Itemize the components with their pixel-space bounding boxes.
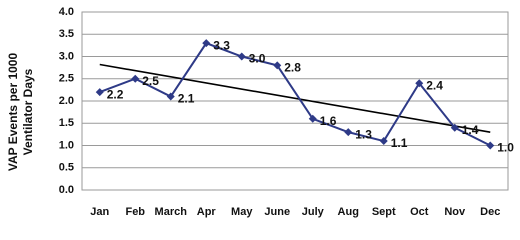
data-label: 1.3 [355, 127, 372, 141]
data-label: 1.4 [462, 123, 479, 137]
data-label: 1.1 [391, 136, 408, 150]
x-tick-label: Feb [125, 206, 145, 218]
data-label: 2.4 [426, 78, 443, 92]
plot-border [81, 11, 509, 191]
y-axis-label: Ventilator Days [21, 68, 35, 155]
point-marker [344, 128, 353, 137]
data-label: 3.3 [213, 38, 230, 52]
data-label: 2.2 [107, 87, 124, 101]
point-marker [486, 141, 495, 150]
x-tick-label: Oct [410, 206, 429, 218]
chart: VAP Events per 1000 Ventilator Days 0.0 0… [6, 6, 514, 218]
x-tick-label: Apr [197, 206, 217, 218]
point-marker [202, 39, 211, 48]
x-tick-label: June [264, 206, 290, 218]
x-tick-label: Dec [480, 206, 500, 218]
x-tick-label: March [155, 206, 188, 218]
data-label: 1.6 [320, 114, 337, 128]
x-tick-label: Jan [90, 206, 109, 218]
x-tick-label: Nov [444, 206, 466, 218]
y-axis-label: VAP Events per 1000 [6, 53, 20, 172]
data-label: 1.0 [497, 141, 514, 155]
y-tick-label: 3.5 [59, 28, 74, 40]
data-label: 3.0 [249, 52, 266, 66]
x-tick-label: July [302, 206, 325, 218]
point-marker [450, 123, 459, 132]
y-tick-label: 2.5 [59, 73, 74, 85]
y-tick-label: 3.0 [59, 50, 74, 62]
x-tick-label: May [231, 206, 253, 218]
y-tick-label: 1.0 [59, 139, 74, 151]
x-tick-label: Sept [372, 206, 396, 218]
y-tick-label: 0.0 [59, 184, 74, 196]
data-label: 2.8 [284, 61, 301, 75]
point-marker [95, 88, 104, 97]
y-tick-label: 4.0 [59, 6, 74, 18]
point-marker [237, 52, 246, 61]
y-tick-label: 2.0 [59, 95, 74, 107]
point-marker [273, 61, 282, 70]
point-marker [166, 92, 175, 101]
point-marker [379, 137, 388, 146]
data-label: 2.1 [178, 92, 195, 106]
point-marker [308, 114, 317, 123]
series-line [99, 41, 491, 147]
point-marker [131, 74, 140, 83]
y-tick-label: 1.5 [59, 117, 74, 129]
y-tick-label: 0.5 [59, 162, 74, 174]
trend-line [99, 63, 491, 133]
point-marker [415, 79, 424, 88]
x-tick-label: Aug [338, 206, 359, 218]
data-label: 2.5 [142, 74, 159, 88]
